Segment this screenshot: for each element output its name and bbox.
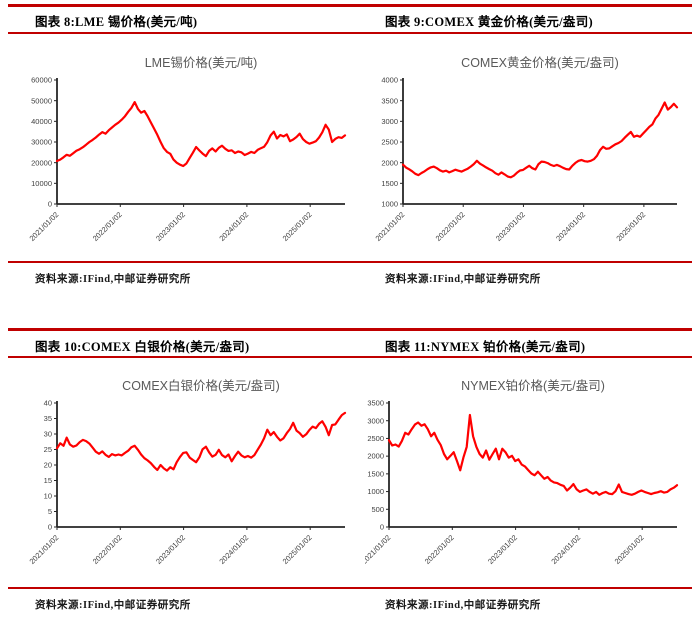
svg-text:60000: 60000 bbox=[31, 76, 52, 85]
svg-text:COMEX黄金价格(美元/盎司): COMEX黄金价格(美元/盎司) bbox=[461, 55, 619, 70]
figure-11-header: 图表 11:NYMEX 铂价格(美元/盎司) bbox=[385, 340, 586, 354]
svg-text:2500: 2500 bbox=[381, 138, 398, 147]
svg-text:2025/01/02: 2025/01/02 bbox=[613, 533, 646, 566]
figure-8-header: 图表 8:LME 锡价格(美元/吨) bbox=[35, 15, 198, 29]
svg-text:0: 0 bbox=[380, 523, 384, 532]
svg-text:2022/01/02: 2022/01/02 bbox=[91, 533, 124, 566]
svg-text:1500: 1500 bbox=[381, 179, 398, 188]
figure-10-source: 资料来源:IFind,中邮证券研究所 bbox=[35, 600, 191, 611]
svg-text:0: 0 bbox=[48, 200, 52, 209]
comex-silver-chart-canvas: COMEX白银价格(美元/盎司) 0 5 10 15 20 25 30 35 40 2021/01/… bbox=[28, 378, 347, 566]
svg-text:2021/01/02: 2021/01/02 bbox=[28, 533, 61, 566]
svg-text:3500: 3500 bbox=[367, 399, 384, 408]
svg-text:4000: 4000 bbox=[381, 76, 398, 85]
svg-text:3500: 3500 bbox=[381, 96, 398, 105]
figure-9-header: 图表 9:COMEX 黄金价格(美元/盎司) bbox=[385, 15, 593, 29]
svg-text:50000: 50000 bbox=[31, 96, 52, 105]
svg-text:LME锡价格(美元/吨): LME锡价格(美元/吨) bbox=[145, 55, 258, 70]
svg-text:1000: 1000 bbox=[381, 200, 398, 209]
comex-gold-chart-canvas: COMEX黄金价格(美元/盎司) 1000 1500 2000 2500 3000 3500… bbox=[374, 55, 679, 243]
svg-text:30000: 30000 bbox=[31, 138, 52, 147]
svg-text:2024/01/02: 2024/01/02 bbox=[549, 533, 582, 566]
svg-text:2024/01/02: 2024/01/02 bbox=[217, 533, 250, 566]
svg-text:5: 5 bbox=[48, 507, 52, 516]
svg-text:2022/01/02: 2022/01/02 bbox=[91, 210, 124, 243]
svg-text:15: 15 bbox=[44, 476, 52, 485]
comex-silver-chart: COMEX白银价格(美元/盎司) 0 5 10 15 20 25 30 35 40 2021/01/… bbox=[22, 363, 352, 585]
svg-text:35: 35 bbox=[44, 414, 52, 423]
svg-text:40: 40 bbox=[44, 399, 52, 408]
svg-text:2021/01/02: 2021/01/02 bbox=[374, 210, 407, 243]
figure-9-source: 资料来源:IFind,中邮证券研究所 bbox=[385, 274, 541, 285]
svg-text:30: 30 bbox=[44, 430, 52, 439]
svg-text:2500: 2500 bbox=[367, 434, 384, 443]
svg-text:10000: 10000 bbox=[31, 179, 52, 188]
svg-text:2024/01/02: 2024/01/02 bbox=[554, 210, 587, 243]
svg-text:25: 25 bbox=[44, 445, 52, 454]
svg-text:2023/01/02: 2023/01/02 bbox=[494, 210, 527, 243]
divider-under-headers-row2 bbox=[8, 356, 692, 358]
svg-text:20: 20 bbox=[44, 461, 52, 470]
svg-text:2023/01/02: 2023/01/02 bbox=[154, 210, 187, 243]
svg-text:2025/01/02: 2025/01/02 bbox=[614, 210, 647, 243]
divider-above-source-row2 bbox=[8, 587, 692, 589]
svg-text:40000: 40000 bbox=[31, 117, 52, 126]
lme-tin-chart-canvas: LME锡价格(美元/吨) 0 10000 20000 30000 40000 50000 60… bbox=[28, 55, 347, 243]
svg-text:2022/01/02: 2022/01/02 bbox=[434, 210, 467, 243]
svg-text:2023/01/02: 2023/01/02 bbox=[486, 533, 519, 566]
svg-text:1500: 1500 bbox=[367, 469, 384, 478]
svg-text:NYMEX铂价格(美元/盎司): NYMEX铂价格(美元/盎司) bbox=[461, 378, 605, 393]
svg-text:10: 10 bbox=[44, 492, 52, 501]
svg-text:20000: 20000 bbox=[31, 158, 52, 167]
svg-text:2021/01/02: 2021/01/02 bbox=[365, 533, 392, 566]
svg-text:2000: 2000 bbox=[367, 452, 384, 461]
svg-text:2021/01/02: 2021/01/02 bbox=[28, 210, 61, 243]
svg-text:COMEX白银价格(美元/盎司): COMEX白银价格(美元/盎司) bbox=[122, 378, 280, 393]
svg-text:1000: 1000 bbox=[367, 487, 384, 496]
svg-text:3000: 3000 bbox=[367, 416, 384, 425]
nymex-platinum-chart: NYMEX铂价格(美元/盎司) 0 500 1000 1500 2000 2500 3000 3… bbox=[365, 363, 695, 585]
svg-text:2000: 2000 bbox=[381, 158, 398, 167]
svg-text:0: 0 bbox=[48, 523, 52, 532]
divider-top-row2 bbox=[8, 328, 692, 331]
svg-text:2025/01/02: 2025/01/02 bbox=[281, 210, 314, 243]
divider-above-source-row1 bbox=[8, 261, 692, 263]
figure-8-source: 资料来源:IFind,中邮证券研究所 bbox=[35, 274, 191, 285]
svg-text:2025/01/02: 2025/01/02 bbox=[281, 533, 314, 566]
svg-text:2022/01/02: 2022/01/02 bbox=[423, 533, 456, 566]
nymex-platinum-chart-canvas: NYMEX铂价格(美元/盎司) 0 500 1000 1500 2000 2500 3000 3… bbox=[365, 378, 679, 566]
divider-under-headers-row1 bbox=[8, 32, 692, 34]
svg-text:500: 500 bbox=[371, 505, 384, 514]
lme-tin-chart: LME锡价格(美元/吨) 0 10000 20000 30000 40000 50000 60… bbox=[22, 40, 352, 262]
divider-top-row1 bbox=[8, 4, 692, 7]
svg-text:2024/01/02: 2024/01/02 bbox=[217, 210, 250, 243]
svg-text:3000: 3000 bbox=[381, 117, 398, 126]
svg-text:2023/01/02: 2023/01/02 bbox=[154, 533, 187, 566]
figure-10-header: 图表 10:COMEX 白银价格(美元/盎司) bbox=[35, 340, 250, 354]
figure-11-source: 资料来源:IFind,中邮证券研究所 bbox=[385, 600, 541, 611]
comex-gold-chart: COMEX黄金价格(美元/盎司) 1000 1500 2000 2500 3000 3500… bbox=[365, 40, 695, 262]
